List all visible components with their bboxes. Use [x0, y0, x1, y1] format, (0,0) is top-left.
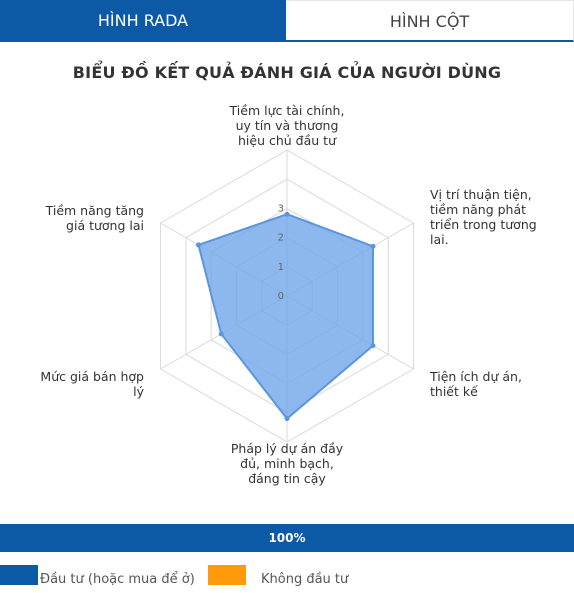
category-label-0: Tiềm lực tài chính, uy tín và thương hiệ…	[229, 103, 345, 148]
legend-swatch-invest[interactable]	[0, 565, 38, 585]
progress-fill	[0, 524, 574, 552]
legend: Đầu tư (hoặc mua để ở) Không đầu tư	[0, 565, 574, 589]
tab-radar[interactable]: HÌNH RADA	[0, 0, 286, 42]
category-label-1: Vị trí thuận tiện, tiềm năng phát triển …	[430, 187, 537, 247]
category-label-5: Tiềm năng tăng giá tương lai	[45, 203, 144, 233]
data-point-2	[370, 343, 376, 349]
data-point-4	[218, 331, 224, 337]
tick-label-3: 3	[278, 203, 284, 214]
data-point-3	[284, 416, 290, 422]
data-point-5	[195, 242, 201, 248]
radar-tick-labels: 0 1 2 3	[278, 203, 284, 302]
progress-bar: 100%	[0, 524, 574, 552]
radar-chart: 0 1 2 3	[160, 149, 414, 443]
legend-label-no-invest[interactable]: Không đầu tư	[261, 572, 349, 587]
chart-tabs: HÌNH RADA HÌNH CỘT	[0, 0, 574, 42]
tick-label-1: 1	[278, 262, 284, 273]
category-label-2: Tiện ích dự án, thiết kế	[430, 369, 522, 399]
progress-label: 100%	[268, 531, 306, 545]
data-point-1	[370, 243, 376, 249]
tick-label-0: 0	[278, 291, 284, 302]
radar-series	[195, 211, 376, 422]
tab-bar[interactable]: HÌNH CỘT	[286, 0, 574, 42]
series-area	[197, 213, 374, 421]
tick-label-2: 2	[278, 233, 284, 244]
legend-swatch-no-invest[interactable]	[208, 565, 246, 585]
chart-title: BIỂU ĐỒ KẾT QUẢ ĐÁNH GIÁ CỦA NGƯỜI DÙNG	[72, 63, 502, 82]
data-point-0	[284, 211, 290, 217]
legend-label-invest[interactable]: Đầu tư (hoặc mua để ở)	[40, 572, 195, 587]
category-label-4: Mức giá bán hợp lý	[40, 369, 144, 399]
category-label-3: Pháp lý dự án đầy đủ, minh bạch, đáng ti…	[230, 441, 344, 486]
